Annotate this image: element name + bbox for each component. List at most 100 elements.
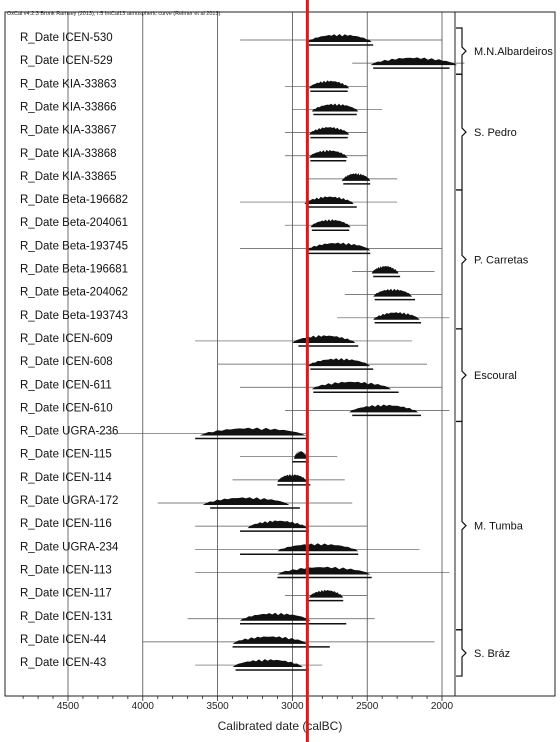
group-label: M.N.Albardeiros xyxy=(474,46,553,58)
group-label: P. Carretas xyxy=(474,254,529,266)
distribution xyxy=(232,659,303,668)
date-row: R_Date ICEN-113 xyxy=(20,564,450,579)
group-brackets: M.N.Albardeiros S. Pedro P. Carretas Escour… xyxy=(456,27,553,677)
row-label: R_Date ICEN-113 xyxy=(20,564,112,576)
date-row: R_Date ICEN-610 xyxy=(20,402,450,417)
row-label: R_Date Beta-193743 xyxy=(20,310,128,322)
row-label: R_Date KIA-33868 xyxy=(20,148,117,160)
x-tick-label: 4500 xyxy=(57,701,80,712)
row-label: R_Date ICEN-43 xyxy=(20,657,106,669)
date-row: R_Date ICEN-131 xyxy=(20,611,375,625)
distribution xyxy=(240,612,311,621)
row-label: R_Date KIA-33863 xyxy=(20,78,117,90)
date-row: R_Date ICEN-117 xyxy=(20,588,368,602)
group-bracket xyxy=(456,629,467,677)
x-tick-label: 2000 xyxy=(431,701,454,712)
distribution xyxy=(307,358,371,367)
distribution xyxy=(308,589,344,598)
date-row: R_Date ICEN-529 xyxy=(20,55,465,69)
row-label: R_Date ICEN-44 xyxy=(20,634,107,646)
row-label: R_Date ICEN-115 xyxy=(20,449,112,461)
row-label: R_Date ICEN-610 xyxy=(20,402,113,414)
date-row: R_Date Beta-193743 xyxy=(20,310,450,324)
distribution xyxy=(311,381,392,390)
date-row: R_Date Beta-196682 xyxy=(20,194,398,208)
distribution xyxy=(247,520,308,529)
date-row: R_Date Beta-196681 xyxy=(20,264,435,278)
distribution xyxy=(349,404,419,413)
date-row: R_Date UGRA-172 xyxy=(20,495,353,509)
row-label: R_Date ICEN-131 xyxy=(20,611,113,623)
row-label: R_Date Beta-196681 xyxy=(20,264,128,276)
row-label: R_Date Beta-204062 xyxy=(20,287,128,299)
distribution xyxy=(373,288,413,297)
row-label: R_Date KIA-33865 xyxy=(20,171,117,183)
distribution xyxy=(311,103,359,112)
row-label: R_Date UGRA-172 xyxy=(20,495,118,507)
x-axis: 4500 4000 3500 3000 2500 2000 xyxy=(22,696,454,712)
date-row: R_Date ICEN-116 xyxy=(20,518,368,532)
row-label: R_Date Beta-204061 xyxy=(20,217,128,229)
group-label: M. Tumba xyxy=(474,521,524,533)
distribution xyxy=(277,473,308,482)
grid-lines xyxy=(67,12,456,696)
row-label: R_Date ICEN-608 xyxy=(20,356,113,368)
date-row: R_Date ICEN-530 xyxy=(20,32,442,46)
distribution xyxy=(277,543,359,552)
row-label: R_Date ICEN-117 xyxy=(20,588,112,600)
date-row: R_Date Beta-204062 xyxy=(20,287,442,301)
row-label: R_Date ICEN-116 xyxy=(20,518,112,530)
distribution xyxy=(293,451,308,459)
date-row: R_Date ICEN-44 xyxy=(20,634,435,648)
distribution xyxy=(202,497,290,505)
distribution xyxy=(277,566,371,575)
row-label: R_Date UGRA-236 xyxy=(20,426,118,438)
group-label: S. Bráz xyxy=(474,648,510,660)
distribution xyxy=(308,127,350,135)
row-label: R_Date ICEN-114 xyxy=(20,472,112,484)
row-label: R_Date ICEN-611 xyxy=(20,379,112,391)
date-row: R_Date ICEN-43 xyxy=(20,657,323,671)
row-label: R_Date KIA-33866 xyxy=(20,101,117,113)
date-row: R_Date Beta-193745 xyxy=(20,240,442,255)
x-tick-label: 2500 xyxy=(356,701,379,712)
date-row: R_Date ICEN-115 xyxy=(20,449,338,463)
date-row: R_Date KIA-33863 xyxy=(20,78,368,93)
distribution xyxy=(310,219,351,228)
row-label: R_Date ICEN-609 xyxy=(20,333,113,345)
date-row: R_Date ICEN-114 xyxy=(20,472,345,486)
distribution xyxy=(371,265,399,274)
plot-frame xyxy=(4,11,556,697)
row-label: R_Date Beta-193745 xyxy=(20,240,128,252)
chart-header: OxCal v4.2.3 Bronk Ramsey (2013); r:5 In… xyxy=(7,11,221,17)
date-row: R_Date KIA-33865 xyxy=(20,171,398,185)
x-tick-label: 3500 xyxy=(206,701,229,712)
date-row: R_Date KIA-33866 xyxy=(20,101,383,116)
distribution xyxy=(308,149,348,158)
distribution xyxy=(232,636,308,644)
row-label: R_Date UGRA-234 xyxy=(20,541,119,553)
distribution xyxy=(305,242,371,251)
distribution xyxy=(307,34,372,42)
distribution xyxy=(308,80,350,89)
distribution xyxy=(304,196,354,205)
date-row: R_Date UGRA-236 xyxy=(20,426,308,440)
distribution xyxy=(199,427,306,436)
x-axis-label: Calibrated date (calBC) xyxy=(218,719,343,733)
row-label: R_Date ICEN-529 xyxy=(20,55,113,67)
x-tick-label: 3000 xyxy=(281,701,304,712)
x-tick-label: 4000 xyxy=(132,701,155,712)
date-row: R_Date Beta-204061 xyxy=(20,217,368,231)
date-row: R_Date ICEN-608 xyxy=(20,356,428,370)
row-label: R_Date Beta-196682 xyxy=(20,194,128,206)
group-label: S. Pedro xyxy=(474,127,517,139)
distribution xyxy=(373,312,420,320)
date-row: R_Date ICEN-611 xyxy=(20,379,442,393)
date-row: R_Date KIA-33868 xyxy=(20,148,368,162)
group-label: Escoural xyxy=(474,370,517,382)
row-label: R_Date KIA-33867 xyxy=(20,125,117,137)
distribution xyxy=(370,57,457,66)
date-row: R_Date KIA-33867 xyxy=(20,125,368,139)
distribution xyxy=(341,173,371,181)
